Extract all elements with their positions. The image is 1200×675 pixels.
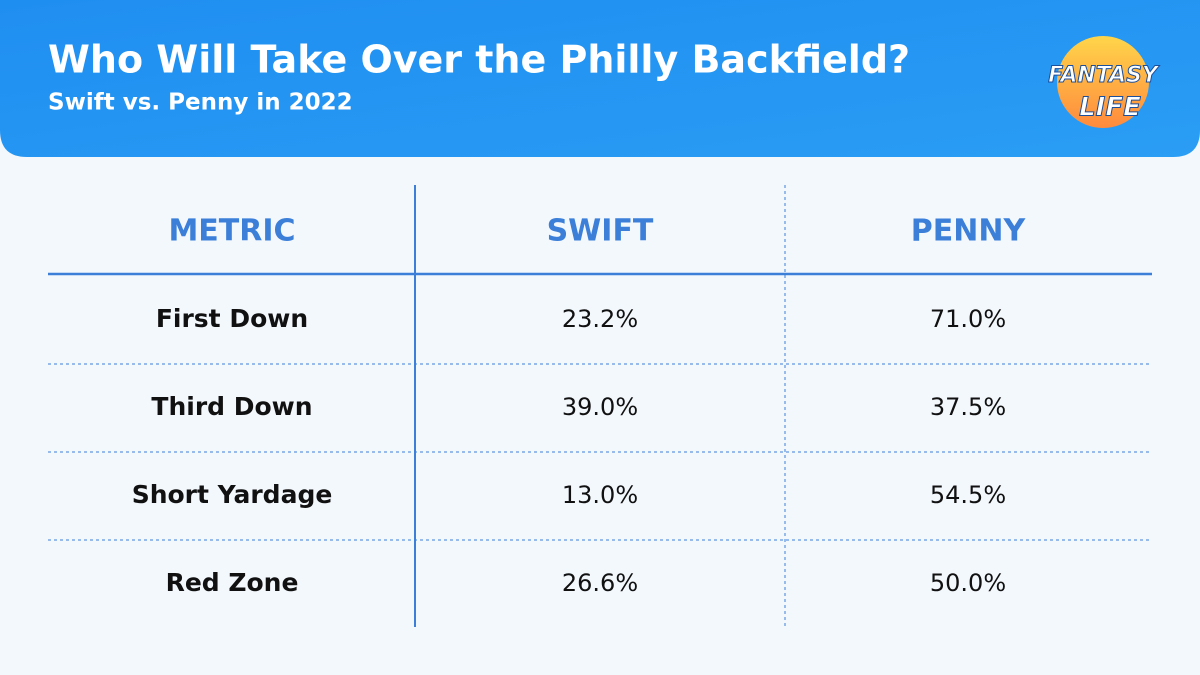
subtitle: Swift vs. Penny in 2022 (48, 90, 353, 116)
logo: FANTASY LIFE (1048, 36, 1160, 128)
row-label: Short Yardage (132, 480, 333, 509)
column-header: PENNY (911, 214, 1027, 249)
row-label: First Down (156, 304, 308, 333)
cell-value: 50.0% (930, 569, 1006, 597)
cell-value: 39.0% (562, 393, 638, 421)
row-label: Third Down (151, 392, 312, 421)
table: METRIC SWIFT PENNY First Down 23.2% 71.0% Thir… (48, 185, 1152, 627)
title: Who Will Take Over the Philly Backfield? (48, 38, 910, 82)
logo-sun (1057, 36, 1149, 128)
cell-value: 23.2% (562, 305, 638, 333)
row-label: Red Zone (166, 568, 299, 597)
header-band (0, 0, 1200, 157)
column-header: SWIFT (547, 214, 654, 249)
cell-value: 26.6% (562, 569, 638, 597)
cell-value: 37.5% (930, 393, 1006, 421)
column-header: METRIC (168, 214, 295, 249)
cell-value: 71.0% (930, 305, 1006, 333)
logo-text: FANTASY (1048, 63, 1160, 88)
logo-text: LIFE (1079, 93, 1141, 123)
cell-value: 54.5% (930, 481, 1006, 509)
cell-value: 13.0% (562, 481, 638, 509)
